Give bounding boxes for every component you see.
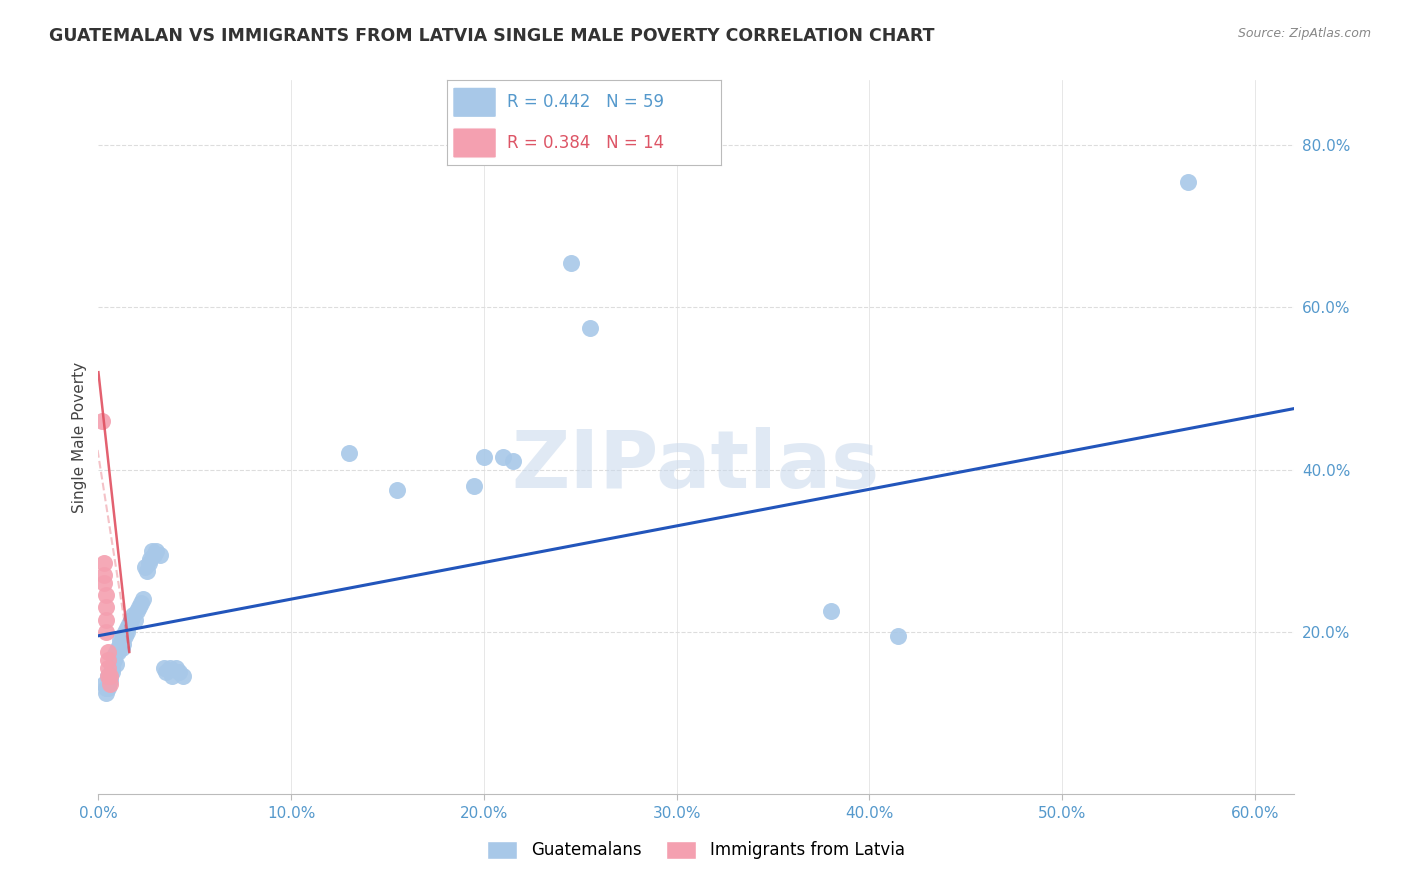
Point: [337, 446, 360, 460]
Point: [135, 564, 157, 578]
Point: [472, 450, 495, 465]
Text: Source: ZipAtlas.com: Source: ZipAtlas.com: [1237, 27, 1371, 40]
Point: [101, 665, 124, 680]
Point: [112, 637, 135, 651]
Point: [104, 645, 127, 659]
Point: [165, 661, 187, 675]
Text: GUATEMALAN VS IMMIGRANTS FROM LATVIA SINGLE MALE POVERTY CORRELATION CHART: GUATEMALAN VS IMMIGRANTS FROM LATVIA SIN…: [49, 27, 935, 45]
Text: ZIPatlas: ZIPatlas: [512, 426, 880, 505]
Point: [128, 600, 150, 615]
Point: [139, 551, 162, 566]
FancyBboxPatch shape: [453, 87, 496, 118]
Point: [141, 543, 163, 558]
Y-axis label: Single Male Poverty: Single Male Poverty: [72, 361, 87, 513]
Point: [94, 685, 117, 699]
Point: [1177, 175, 1199, 189]
Point: [94, 588, 117, 602]
Point: [93, 677, 115, 691]
Point: [97, 661, 120, 675]
Text: R = 0.384   N = 14: R = 0.384 N = 14: [508, 134, 665, 152]
Point: [104, 657, 127, 672]
Point: [117, 624, 139, 639]
Point: [98, 669, 121, 683]
Point: [132, 592, 155, 607]
Point: [97, 669, 120, 683]
Point: [134, 559, 156, 574]
Point: [98, 677, 121, 691]
Point: [145, 543, 167, 558]
Point: [502, 454, 524, 468]
Point: [149, 548, 172, 562]
Point: [124, 613, 146, 627]
Point: [138, 556, 160, 570]
Point: [94, 613, 117, 627]
Point: [112, 629, 135, 643]
Point: [463, 479, 485, 493]
Point: [129, 596, 152, 610]
Point: [110, 640, 132, 655]
Point: [169, 665, 191, 680]
Point: [114, 629, 136, 643]
Point: [560, 256, 582, 270]
Point: [103, 653, 125, 667]
Point: [143, 548, 166, 562]
Point: [125, 604, 148, 618]
Point: [118, 616, 141, 631]
Point: [94, 624, 117, 639]
Point: [97, 681, 120, 696]
Point: [110, 632, 132, 647]
Point: [159, 661, 181, 675]
Point: [108, 637, 131, 651]
Point: [155, 665, 177, 680]
Point: [107, 645, 129, 659]
Text: R = 0.442   N = 59: R = 0.442 N = 59: [508, 94, 665, 112]
Point: [120, 613, 142, 627]
Point: [107, 640, 129, 655]
Point: [94, 681, 117, 696]
Point: [492, 450, 515, 465]
Point: [117, 621, 139, 635]
Point: [579, 320, 602, 334]
Point: [97, 645, 120, 659]
Point: [98, 669, 121, 683]
Point: [820, 604, 842, 618]
Point: [122, 608, 145, 623]
Point: [153, 661, 176, 675]
Legend: Guatemalans, Immigrants from Latvia: Guatemalans, Immigrants from Latvia: [479, 832, 912, 868]
Point: [103, 648, 125, 663]
Point: [94, 600, 117, 615]
Point: [172, 669, 194, 683]
Point: [91, 414, 114, 428]
Point: [114, 624, 136, 639]
Point: [97, 669, 120, 683]
Point: [93, 576, 115, 591]
Point: [93, 568, 115, 582]
Point: [108, 632, 131, 647]
Point: [385, 483, 409, 497]
Point: [101, 661, 124, 675]
Point: [160, 669, 183, 683]
Point: [98, 673, 121, 688]
Point: [93, 556, 115, 570]
Point: [887, 629, 910, 643]
FancyBboxPatch shape: [453, 128, 496, 158]
Point: [97, 653, 120, 667]
